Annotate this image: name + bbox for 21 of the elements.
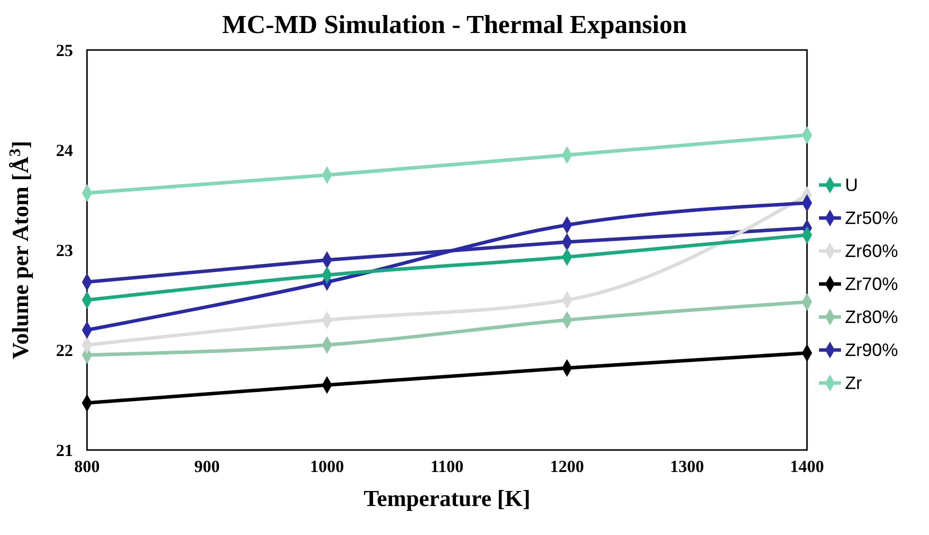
y-tick-label: 21	[56, 441, 73, 460]
x-tick-label: 1100	[430, 457, 464, 476]
x-axis-title: Temperature [K]	[364, 486, 530, 511]
x-tick-label: 1000	[310, 457, 344, 476]
legend-label: Zr60%	[845, 241, 898, 261]
x-tick-label: 1400	[790, 457, 824, 476]
chart-title: MC-MD Simulation - Thermal Expansion	[222, 10, 688, 39]
legend-label: Zr80%	[845, 307, 898, 327]
x-tick-label: 1200	[550, 457, 584, 476]
legend-label: Zr90%	[845, 340, 898, 360]
legend-label: Zr50%	[845, 208, 898, 228]
x-tick-label: 1300	[670, 457, 704, 476]
y-tick-label: 23	[56, 241, 73, 260]
legend-label: Zr70%	[845, 274, 898, 294]
legend-label: Zr	[845, 373, 862, 393]
legend-label: U	[845, 175, 858, 195]
x-tick-label: 800	[74, 457, 100, 476]
y-tick-label: 22	[56, 341, 73, 360]
y-tick-label: 24	[56, 141, 74, 160]
y-tick-label: 25	[56, 41, 73, 60]
x-tick-label: 900	[194, 457, 220, 476]
